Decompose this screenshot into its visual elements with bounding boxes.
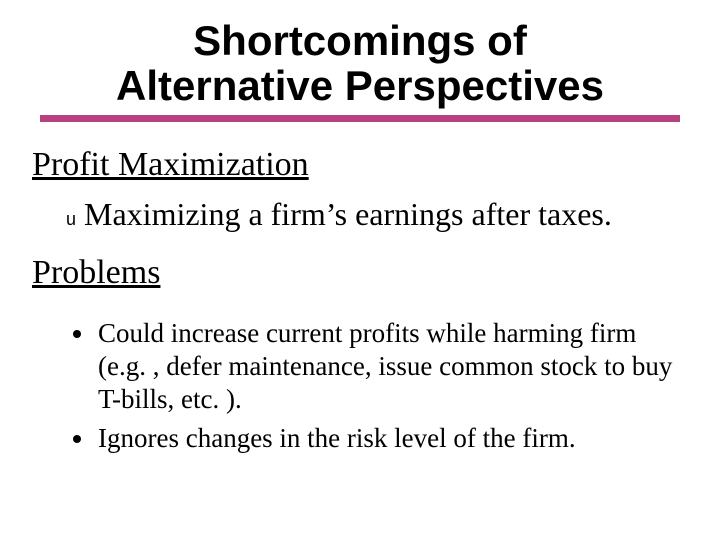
sub-text: Maximizing a firm’s earnings after taxes… [84, 196, 612, 232]
problem-bullets: Could increase current profits while har… [96, 317, 690, 455]
title-line-2: Alternative Perspectives [116, 62, 604, 109]
sub-marker: u [66, 209, 76, 229]
section-heading-problems: Problems [32, 252, 690, 295]
slide: Shortcomings of Alternative Perspectives… [0, 0, 720, 540]
list-item: Ignores changes in the risk level of the… [96, 422, 690, 455]
accent-rule [40, 115, 680, 122]
slide-title: Shortcomings of Alternative Perspectives [30, 18, 690, 109]
section-heading-profit-maximization: Profit Maximization [32, 144, 690, 187]
list-item: Could increase current profits while har… [96, 317, 690, 416]
sub-point: u Maximizing a firm’s earnings after taxe… [66, 194, 690, 234]
title-line-1: Shortcomings of [193, 17, 527, 64]
